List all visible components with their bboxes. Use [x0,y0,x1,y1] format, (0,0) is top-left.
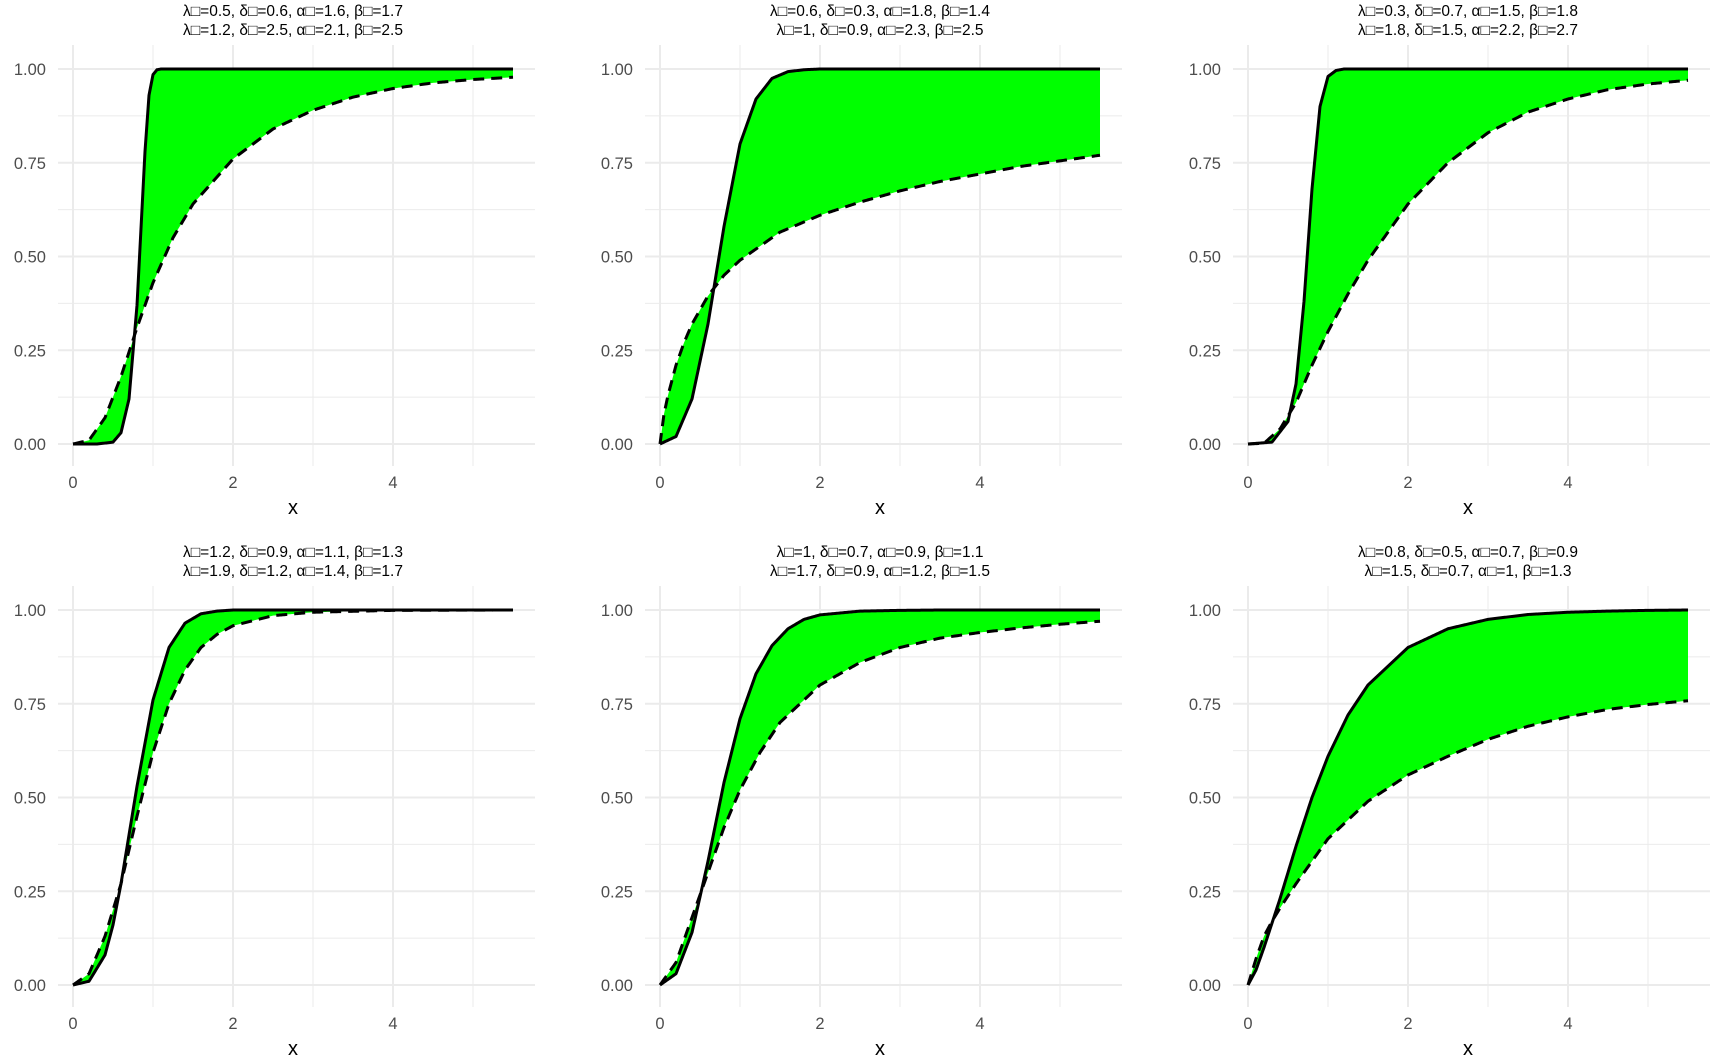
panel-title-line-2: λ□=1, δ□=0.9, α□=2.3, β□=2.5 [776,22,983,39]
x-tick-label: 2 [815,474,824,492]
x-tick-label: 2 [815,1015,824,1033]
y-tick-label: 1.00 [14,61,46,79]
panel-3: λ□=0.3, δ□=0.7, α□=1.5, β□=1.8 λ□=1.8, δ… [1189,3,1710,519]
x-axis-label: x [288,1038,298,1059]
x-axis-label: x [1463,1038,1473,1059]
x-tick-label: 2 [1403,1015,1412,1033]
x-tick-label: 2 [228,1015,237,1033]
panel-1: λ□=0.5, δ□=0.6, α□=1.6, β□=1.7 λ□=1.2, δ… [14,3,535,519]
y-tick-label: 0.25 [1189,883,1221,901]
series-line-solid [659,67,1101,446]
x-tick-label: 0 [655,474,664,492]
y-tick-label: 0.00 [14,436,46,454]
panel-title-line-2: λ□=1.9, δ□=1.2, α□=1.4, β□=1.7 [183,563,403,580]
y-tick-label: 0.00 [1189,977,1221,995]
series-line-dashed [658,153,1101,445]
shaded-region [660,610,1100,985]
y-tick-label: 0.50 [1189,790,1221,808]
panel-6: λ□=0.8, δ□=0.5, α□=0.7, β□=0.9 λ□=1.5, δ… [1189,544,1710,1059]
y-tick-label: 0.25 [14,883,46,901]
panel-title-line-1: λ□=0.6, δ□=0.3, α□=1.8, β□=1.4 [770,3,990,20]
panel-title-line-2: λ□=1.2, δ□=2.5, α□=2.1, β□=2.5 [183,22,403,39]
shaded-region [660,69,1100,444]
y-tick-label: 1.00 [601,602,633,620]
x-tick-label: 4 [388,474,397,492]
x-tick-label: 4 [1563,1015,1572,1033]
x-tick-label: 4 [388,1015,397,1033]
y-tick-label: 0.50 [14,790,46,808]
x-axis-label: x [875,1038,885,1059]
shaded-region [73,69,513,444]
plot-area: 0 2 4 0.00 0.25 0.50 0.75 1.00 [14,45,535,492]
y-tick-label: 0.50 [14,249,46,267]
y-tick-label: 0.75 [14,155,46,173]
shaded-region [1248,69,1688,444]
series-line-solid [1247,67,1689,446]
x-tick-label: 2 [228,474,237,492]
series-line-dashed [1246,699,1689,986]
x-tick-label: 2 [1403,474,1412,492]
x-tick-label: 4 [975,474,984,492]
y-tick-label: 0.25 [14,342,46,360]
y-tick-label: 0.75 [601,696,633,714]
x-tick-label: 0 [68,474,77,492]
plot-area: 0 2 4 0.00 0.25 0.50 0.75 1.00 [1189,586,1710,1033]
panel-5: λ□=1, δ□=0.7, α□=0.9, β□=1.1 λ□=1.7, δ□=… [601,544,1122,1059]
y-tick-label: 1.00 [1189,602,1221,620]
x-tick-label: 0 [68,1015,77,1033]
shaded-region [1248,610,1688,985]
panel-title-line-1: λ□=0.3, δ□=0.7, α□=1.5, β□=1.8 [1358,3,1578,20]
plot-area: 0 2 4 0.00 0.25 0.50 0.75 1.00 [14,586,535,1033]
series-line-solid [72,608,514,987]
series-line-solid [72,67,514,446]
panel-title-line-1: λ□=1, δ□=0.7, α□=0.9, β□=1.1 [776,544,983,561]
y-tick-label: 0.75 [14,696,46,714]
plot-area: 0 2 4 0.00 0.25 0.50 0.75 1.00 [601,45,1122,492]
y-tick-label: 0.25 [601,342,633,360]
panel-title-line-1: λ□=1.2, δ□=0.9, α□=1.1, β□=1.3 [183,544,403,561]
plot-area: 0 2 4 0.00 0.25 0.50 0.75 1.00 [1189,45,1710,492]
x-tick-label: 4 [975,1015,984,1033]
y-tick-label: 0.00 [601,436,633,454]
series-line-solid [1246,608,1689,986]
y-tick-label: 0.50 [601,790,633,808]
x-axis-label: x [288,497,298,519]
x-tick-label: 0 [655,1015,664,1033]
y-tick-label: 0.00 [14,977,46,995]
y-tick-label: 0.75 [1189,155,1221,173]
y-tick-label: 0.75 [1189,696,1221,714]
y-tick-label: 1.00 [1189,61,1221,79]
panel-title-line-2: λ□=1.7, δ□=0.9, α□=1.2, β□=1.5 [770,563,990,580]
panel-4: λ□=1.2, δ□=0.9, α□=1.1, β□=1.3 λ□=1.9, δ… [14,544,535,1059]
x-tick-label: 0 [1243,474,1252,492]
panel-title-line-1: λ□=0.8, δ□=0.5, α□=0.7, β□=0.9 [1358,544,1578,561]
y-tick-label: 0.75 [601,155,633,173]
plot-area: 0 2 4 0.00 0.25 0.50 0.75 1.00 [601,586,1122,1033]
series-line-dashed [72,75,514,446]
y-tick-label: 0.25 [601,883,633,901]
panel-2: λ□=0.6, δ□=0.3, α□=1.8, β□=1.4 λ□=1, δ□=… [601,3,1122,519]
y-tick-label: 1.00 [14,602,46,620]
x-tick-label: 0 [1243,1015,1252,1033]
x-axis-label: x [875,497,885,519]
y-tick-label: 0.50 [1189,249,1221,267]
y-tick-label: 0.00 [1189,436,1221,454]
y-tick-label: 0.50 [601,249,633,267]
y-tick-label: 0.00 [601,977,633,995]
panel-title-line-2: λ□=1.5, δ□=0.7, α□=1, β□=1.3 [1364,563,1571,580]
series-line-solid [659,608,1101,987]
y-tick-label: 0.25 [1189,342,1221,360]
y-tick-label: 1.00 [601,61,633,79]
series-line-dashed [658,619,1101,986]
panel-title-line-2: λ□=1.8, δ□=1.5, α□=2.2, β□=2.7 [1358,22,1578,39]
series-line-dashed [1247,78,1689,446]
x-tick-label: 4 [1563,474,1572,492]
x-axis-label: x [1463,497,1473,519]
panel-title-line-1: λ□=0.5, δ□=0.6, α□=1.6, β□=1.7 [183,3,403,20]
